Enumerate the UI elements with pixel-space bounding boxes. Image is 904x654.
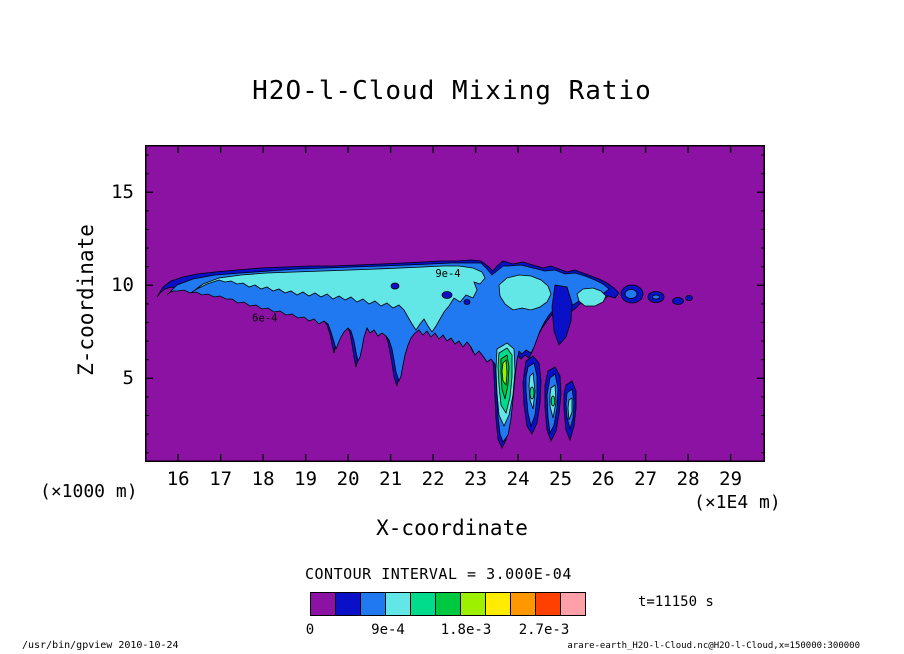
colorbar-cell-6 [460, 592, 486, 616]
contour-region-band-3e-4 [551, 284, 573, 346]
footer-command: /usr/bin/gpview 2010-10-24 [22, 640, 179, 651]
colorbar-cell-5 [435, 592, 461, 616]
x-tick-label: 28 [676, 468, 700, 490]
contour-region-tendril-a-1.8e-3 [501, 359, 508, 387]
contour-plot-svg: 9e-4 6e-4 [145, 145, 765, 462]
plot-frame [145, 145, 765, 462]
colorbar-cell-0 [310, 592, 336, 616]
colorbar-cell-10 [560, 592, 586, 616]
colorbar-tick-label: 1.8e-3 [440, 622, 492, 638]
x-unit-label: (×1E4 m) [694, 492, 781, 513]
colorbar-cell-4 [410, 592, 436, 616]
x-tick-label: 18 [251, 468, 275, 490]
colorbar [310, 592, 586, 616]
colorbar-cell-7 [485, 592, 511, 616]
y-tick-label: 10 [111, 274, 134, 297]
y-tick-label: 15 [111, 181, 134, 204]
contour-region-main-9e-4 [190, 265, 486, 333]
footer-source: arare-earth_H2O-l-Cloud.nc@H2O-l-Cloud,x… [567, 641, 860, 651]
x-axis-label: X-coordinate [376, 516, 528, 540]
contour-region-blob-g-3e-4 [672, 297, 684, 305]
x-tick-label: 23 [464, 468, 488, 490]
x-tick-label: 29 [719, 468, 743, 490]
time-label: t=11150 s [638, 594, 714, 610]
contour-line-label: 6e-4 [252, 313, 277, 325]
contour-region-blob-f-6e-4 [652, 294, 660, 300]
x-tick-label: 21 [379, 468, 403, 490]
contour-region-blob-e-6e-4 [624, 289, 638, 299]
contour-region-spot-3e-4-2 [441, 291, 453, 299]
contour-interval-label: CONTOUR INTERVAL = 3.000E-04 [305, 565, 572, 583]
colorbar-tick-label: 9e-4 [371, 622, 405, 638]
contour-region-tendril-d-9e-4 [567, 397, 573, 421]
contour-line-label: 9e-4 [435, 268, 460, 280]
colorbar-cell-2 [360, 592, 386, 616]
contour-region-spot-3e-4-3 [463, 299, 471, 305]
contour-region-right-9e-4 [576, 287, 607, 307]
colorbar-tick-label: 2.7e-3 [518, 622, 570, 638]
x-tick-label: 25 [549, 468, 573, 490]
x-tick-label: 27 [634, 468, 658, 490]
y-tick-label: 5 [122, 367, 134, 390]
colorbar-cell-9 [535, 592, 561, 616]
colorbar-tick-label: 0 [305, 622, 315, 638]
contour-region-blob-g2-3e-4 [685, 295, 693, 301]
x-tick-label: 26 [591, 468, 615, 490]
colorbar-cell-1 [335, 592, 361, 616]
colorbar-cell-8 [510, 592, 536, 616]
page-title: H2O-l-Cloud Mixing Ratio [252, 76, 652, 106]
x-tick-label: 16 [166, 468, 190, 490]
colorbar-cell-3 [385, 592, 411, 616]
x-tick-label: 22 [421, 468, 445, 490]
contour-region-tendril-b-1.2e-3 [529, 386, 535, 400]
x-tick-label: 17 [209, 468, 233, 490]
contour-region-spot-3e-4-1 [390, 282, 400, 290]
contour-region-mid-9e-4 [498, 274, 552, 311]
x-tick-label: 24 [506, 468, 530, 490]
x-tick-label: 20 [336, 468, 360, 490]
y-axis-label: Z-coordinate [74, 224, 98, 376]
x-tick-label: 19 [294, 468, 318, 490]
y-unit-label: (×1000 m) [40, 481, 138, 502]
contour-region-tendril-c-1.2e-3 [550, 395, 556, 407]
